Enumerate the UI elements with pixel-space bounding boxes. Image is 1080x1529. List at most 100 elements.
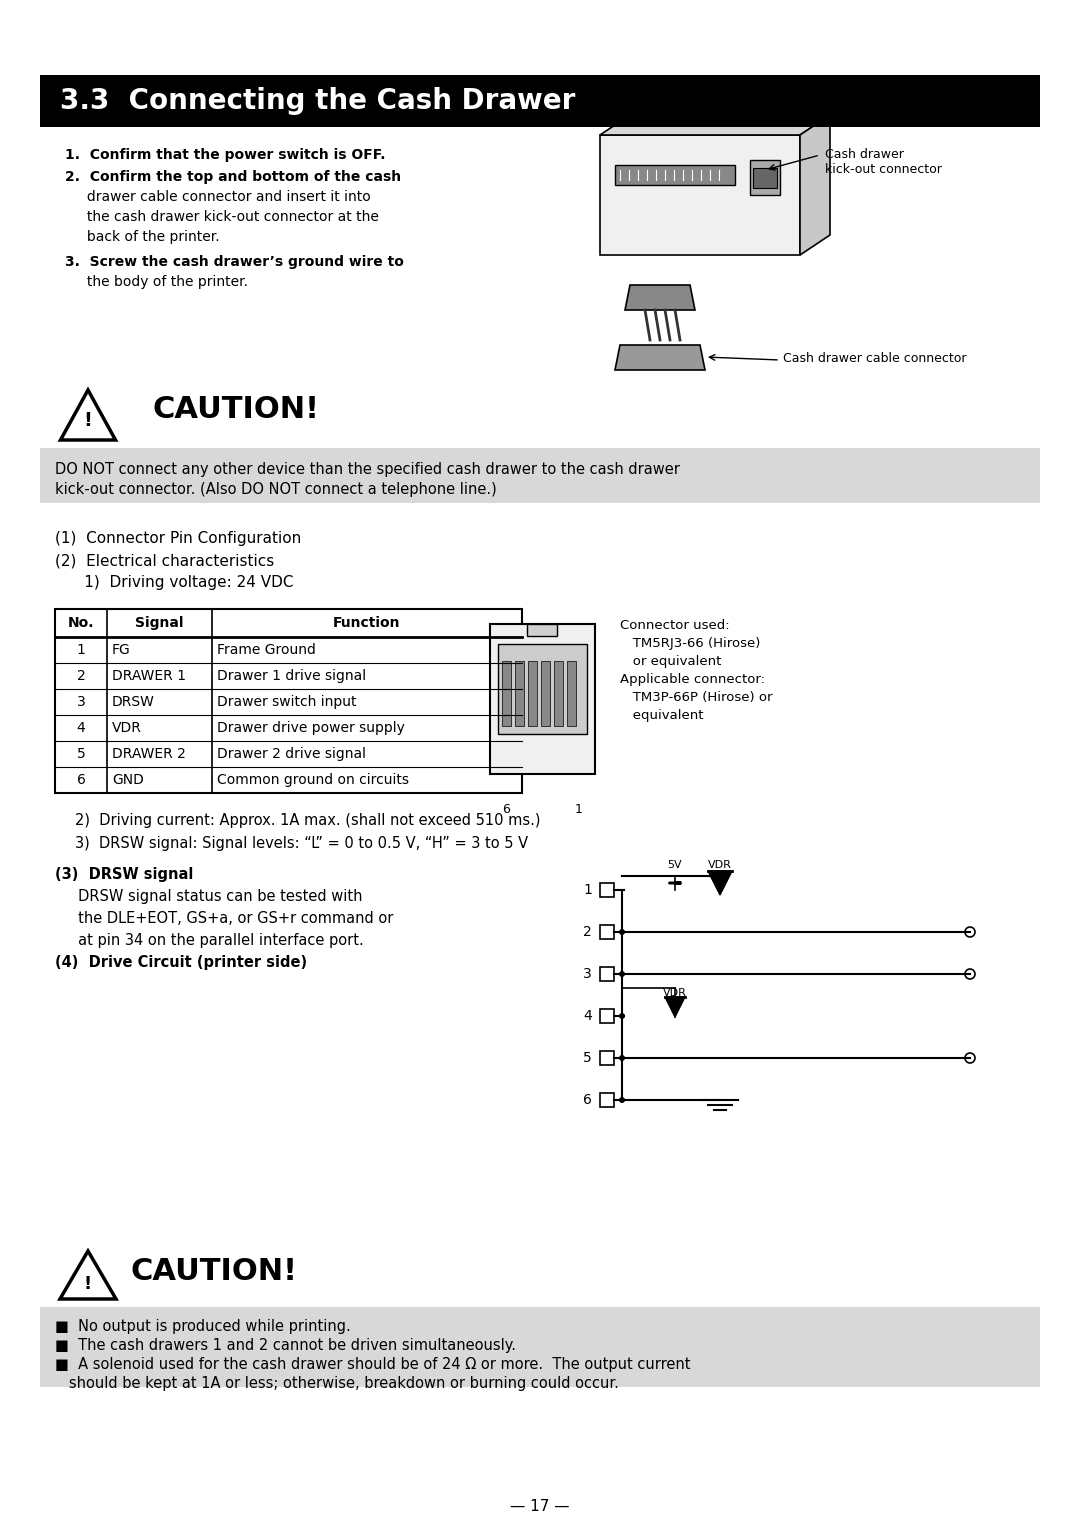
Text: at pin 34 on the parallel interface port.: at pin 34 on the parallel interface port… (55, 933, 364, 948)
Text: VDR: VDR (663, 988, 687, 998)
Bar (527, 624, 557, 636)
Text: VDR: VDR (708, 859, 732, 870)
Circle shape (966, 1053, 975, 1063)
Text: 6: 6 (77, 774, 85, 787)
Text: ■  The cash drawers 1 and 2 cannot be driven simultaneously.: ■ The cash drawers 1 and 2 cannot be dri… (55, 1338, 516, 1353)
Bar (55, 609, 522, 794)
Bar (600, 1009, 615, 1023)
Polygon shape (708, 872, 732, 894)
Bar (40, 75, 1040, 127)
Text: drawer cable connector and insert it into: drawer cable connector and insert it int… (65, 190, 370, 203)
Text: kick-out connector. (Also DO NOT connect a telephone line.): kick-out connector. (Also DO NOT connect… (55, 482, 497, 497)
Text: !: ! (84, 1275, 92, 1294)
Text: 5: 5 (77, 748, 85, 761)
Text: Drawer 1 drive signal: Drawer 1 drive signal (217, 670, 366, 683)
Polygon shape (615, 346, 705, 370)
Circle shape (619, 930, 625, 936)
Text: FG: FG (112, 644, 131, 657)
Text: Drawer 2 drive signal: Drawer 2 drive signal (217, 748, 366, 761)
Text: 5: 5 (583, 1050, 592, 1066)
Bar (515, 661, 524, 726)
Text: 2: 2 (583, 925, 592, 939)
Bar (615, 165, 735, 185)
Text: 2.  Confirm the top and bottom of the cash: 2. Confirm the top and bottom of the cas… (65, 170, 401, 183)
Text: 1)  Driving voltage: 24 VDC: 1) Driving voltage: 24 VDC (55, 575, 294, 590)
Text: 3)  DRSW signal: Signal levels: “L” = 0 to 0.5 V, “H” = 3 to 5 V: 3) DRSW signal: Signal levels: “L” = 0 t… (75, 836, 528, 852)
Text: CAUTION!: CAUTION! (153, 394, 320, 424)
Text: 1: 1 (77, 644, 85, 657)
Bar (528, 661, 537, 726)
Text: ■  No output is produced while printing.: ■ No output is produced while printing. (55, 1320, 351, 1333)
Polygon shape (665, 997, 685, 1017)
Text: 6: 6 (583, 1093, 592, 1107)
Circle shape (619, 1055, 625, 1061)
Text: 4: 4 (77, 722, 85, 735)
Text: (2)  Electrical characteristics: (2) Electrical characteristics (55, 553, 274, 567)
Bar (554, 661, 563, 726)
Text: (4)  Drive Circuit (printer side): (4) Drive Circuit (printer side) (55, 956, 307, 969)
Text: DRAWER 1: DRAWER 1 (112, 670, 186, 683)
Text: 1: 1 (583, 884, 592, 898)
Text: the body of the printer.: the body of the printer. (65, 275, 248, 289)
Bar (600, 1050, 615, 1066)
Text: Signal: Signal (135, 616, 184, 630)
Bar (541, 661, 550, 726)
Text: 6: 6 (502, 803, 510, 816)
Bar (750, 161, 780, 196)
Text: — 17 —: — 17 — (510, 1498, 570, 1514)
Text: CAUTION!: CAUTION! (130, 1257, 297, 1286)
Bar (753, 168, 777, 188)
Text: Cash drawer cable connector: Cash drawer cable connector (783, 352, 967, 365)
Text: DO NOT connect any other device than the specified cash drawer to the cash drawe: DO NOT connect any other device than the… (55, 462, 680, 477)
Text: VDR: VDR (112, 722, 141, 735)
Text: Common ground on circuits: Common ground on circuits (217, 774, 409, 787)
Bar (600, 1093, 615, 1107)
Text: DRAWER 2: DRAWER 2 (112, 748, 186, 761)
Text: Drawer switch input: Drawer switch input (217, 696, 356, 709)
Text: 4: 4 (583, 1009, 592, 1023)
Circle shape (619, 1096, 625, 1102)
Text: !: ! (83, 411, 93, 430)
Bar (490, 624, 595, 774)
Bar (600, 884, 615, 898)
Text: Frame Ground: Frame Ground (217, 644, 315, 657)
Text: 1: 1 (576, 803, 583, 816)
Text: should be kept at 1A or less; otherwise, breakdown or burning could occur.: should be kept at 1A or less; otherwise,… (55, 1376, 619, 1391)
Polygon shape (60, 1251, 116, 1300)
Text: DRSW: DRSW (112, 696, 154, 709)
Text: ■  A solenoid used for the cash drawer should be of 24 Ω or more.  The output cu: ■ A solenoid used for the cash drawer sh… (55, 1358, 690, 1372)
Text: 2: 2 (77, 670, 85, 683)
Text: No.: No. (68, 616, 94, 630)
Text: (3)  DRSW signal: (3) DRSW signal (55, 867, 193, 882)
Polygon shape (600, 115, 831, 135)
Text: (1)  Connector Pin Configuration: (1) Connector Pin Configuration (55, 531, 301, 546)
Circle shape (966, 969, 975, 979)
Text: the DLE+EOT, GS+a, or GS+r command or: the DLE+EOT, GS+a, or GS+r command or (55, 911, 393, 927)
Text: 1.  Confirm that the power switch is OFF.: 1. Confirm that the power switch is OFF. (65, 148, 386, 162)
Text: 5V: 5V (667, 859, 683, 870)
Circle shape (619, 971, 625, 977)
Text: back of the printer.: back of the printer. (65, 229, 219, 245)
Polygon shape (800, 115, 831, 255)
Text: Connector used:
   TM5RJ3-66 (Hirose)
   or equivalent
Applicable connector:
   : Connector used: TM5RJ3-66 (Hirose) or eq… (620, 619, 772, 722)
Text: 3.  Screw the cash drawer’s ground wire to: 3. Screw the cash drawer’s ground wire t… (65, 255, 404, 269)
Text: 2)  Driving current: Approx. 1A max. (shall not exceed 510 ms.): 2) Driving current: Approx. 1A max. (sha… (75, 813, 540, 829)
Text: Cash drawer: Cash drawer (825, 148, 904, 161)
Text: DRSW signal status can be tested with: DRSW signal status can be tested with (55, 888, 363, 904)
Text: 3.3  Connecting the Cash Drawer: 3.3 Connecting the Cash Drawer (60, 87, 576, 115)
Text: 3: 3 (583, 966, 592, 982)
Text: the cash drawer kick-out connector at the: the cash drawer kick-out connector at th… (65, 209, 379, 225)
Bar (40, 1307, 1040, 1387)
Bar (600, 925, 615, 939)
Bar (600, 135, 800, 255)
Bar (502, 661, 511, 726)
Polygon shape (625, 284, 696, 310)
Circle shape (619, 1014, 625, 1018)
Text: Function: Function (334, 616, 401, 630)
Polygon shape (60, 390, 116, 440)
Circle shape (966, 927, 975, 937)
Bar (40, 448, 1040, 503)
Text: Drawer drive power supply: Drawer drive power supply (217, 722, 405, 735)
Bar (498, 644, 588, 734)
Text: kick-out connector: kick-out connector (825, 164, 942, 176)
